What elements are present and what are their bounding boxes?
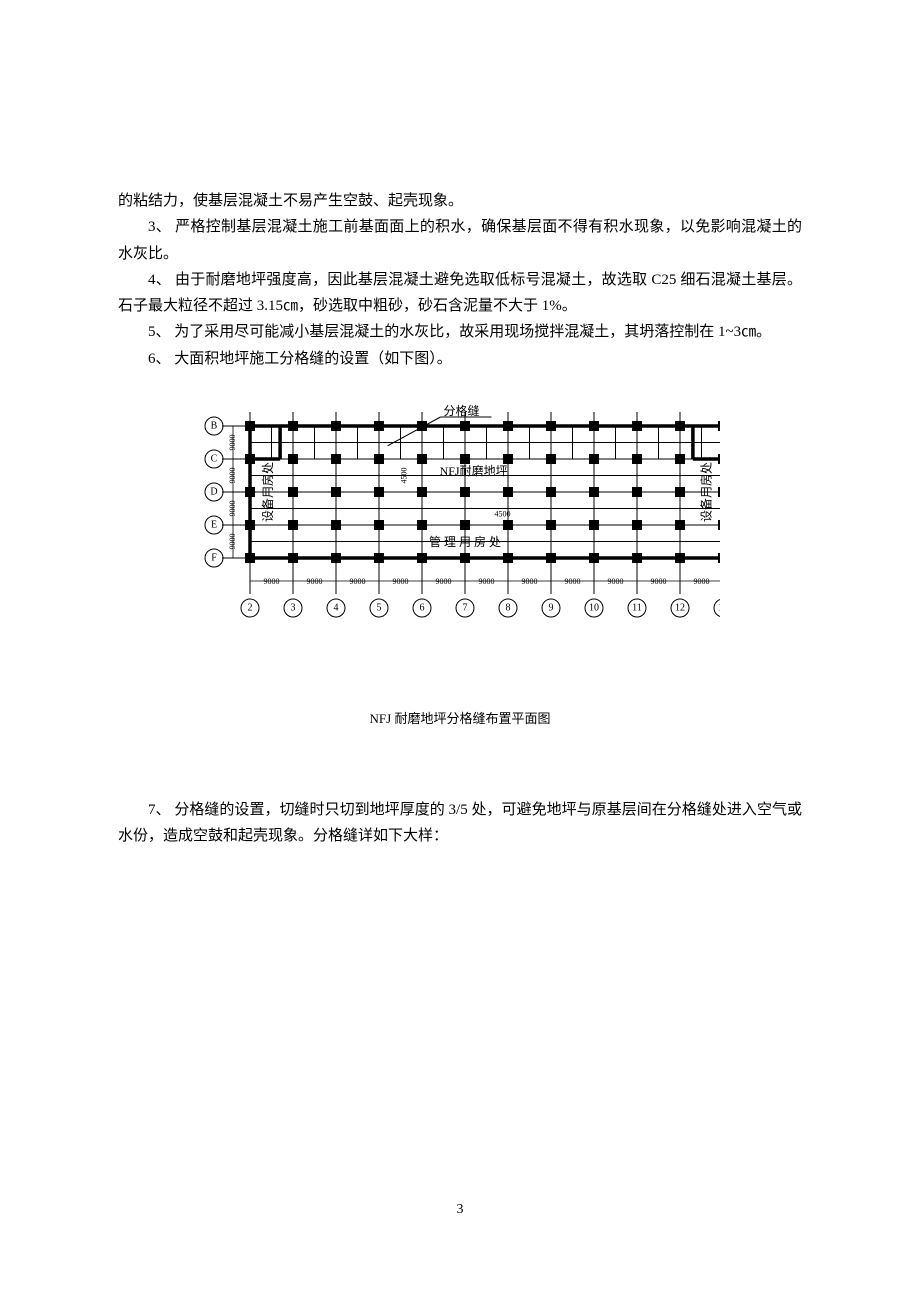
- svg-text:E: E: [211, 519, 217, 530]
- svg-text:6: 6: [420, 602, 425, 613]
- floor-plan-diagram: BCDEF23456789101112139000900090009000900…: [200, 404, 720, 674]
- svg-text:7: 7: [463, 602, 468, 613]
- paragraph-2: 4、 由于耐磨地坪强度高，因此基层混凝土避免选取低标号混凝土，故选取 C25 细…: [118, 267, 802, 320]
- paragraph-5: 7、 分格缝的设置，切缝时只切到地坪厚度的 3/5 处，可避免地坪与原基层间在分…: [118, 797, 802, 850]
- page-number: 3: [0, 1202, 920, 1218]
- svg-text:11: 11: [632, 602, 642, 613]
- floor-plan-svg: BCDEF23456789101112139000900090009000900…: [200, 404, 720, 674]
- svg-text:NFJ耐磨地坪: NFJ耐磨地坪: [440, 464, 508, 478]
- svg-text:设备用房处: 设备用房处: [699, 462, 714, 522]
- svg-text:F: F: [211, 552, 217, 563]
- svg-text:9000: 9000: [228, 500, 237, 516]
- paragraph-0: 的粘结力，使基层混凝土不易产生空鼓、起壳现象。: [118, 188, 802, 214]
- svg-text:9000: 9000: [228, 434, 237, 450]
- svg-text:5: 5: [377, 602, 382, 613]
- svg-text:C: C: [211, 453, 218, 464]
- svg-text:13: 13: [718, 602, 720, 613]
- svg-text:设备用房处: 设备用房处: [260, 462, 275, 522]
- svg-text:10: 10: [589, 602, 599, 613]
- svg-text:分格缝: 分格缝: [444, 404, 480, 418]
- figure-caption: NFJ 耐磨地坪分格缝布置平面图: [118, 708, 802, 727]
- svg-text:8: 8: [506, 602, 511, 613]
- svg-text:12: 12: [675, 602, 685, 613]
- paragraph-1: 3、 严格控制基层混凝土施工前基面面上的积水，确保基层面不得有积水现象，以免影响…: [118, 214, 802, 267]
- paragraph-4: 6、 大面积地坪施工分格缝的设置（如下图）。: [118, 346, 802, 372]
- paragraph-3: 5、 为了采用尽可能减小基层混凝土的水灰比，故采用现场搅拌混凝土，其坍落控制在 …: [118, 319, 802, 345]
- svg-text:D: D: [210, 486, 217, 497]
- svg-text:B: B: [211, 420, 218, 431]
- svg-text:管 理 用 房 处: 管 理 用 房 处: [429, 534, 501, 549]
- svg-text:4500: 4500: [399, 467, 408, 483]
- svg-text:9000: 9000: [228, 533, 237, 549]
- svg-text:4500: 4500: [495, 509, 511, 518]
- svg-text:9000: 9000: [228, 467, 237, 483]
- svg-text:3: 3: [291, 602, 296, 613]
- svg-text:4: 4: [334, 602, 339, 613]
- svg-text:2: 2: [248, 602, 253, 613]
- svg-text:9: 9: [549, 602, 554, 613]
